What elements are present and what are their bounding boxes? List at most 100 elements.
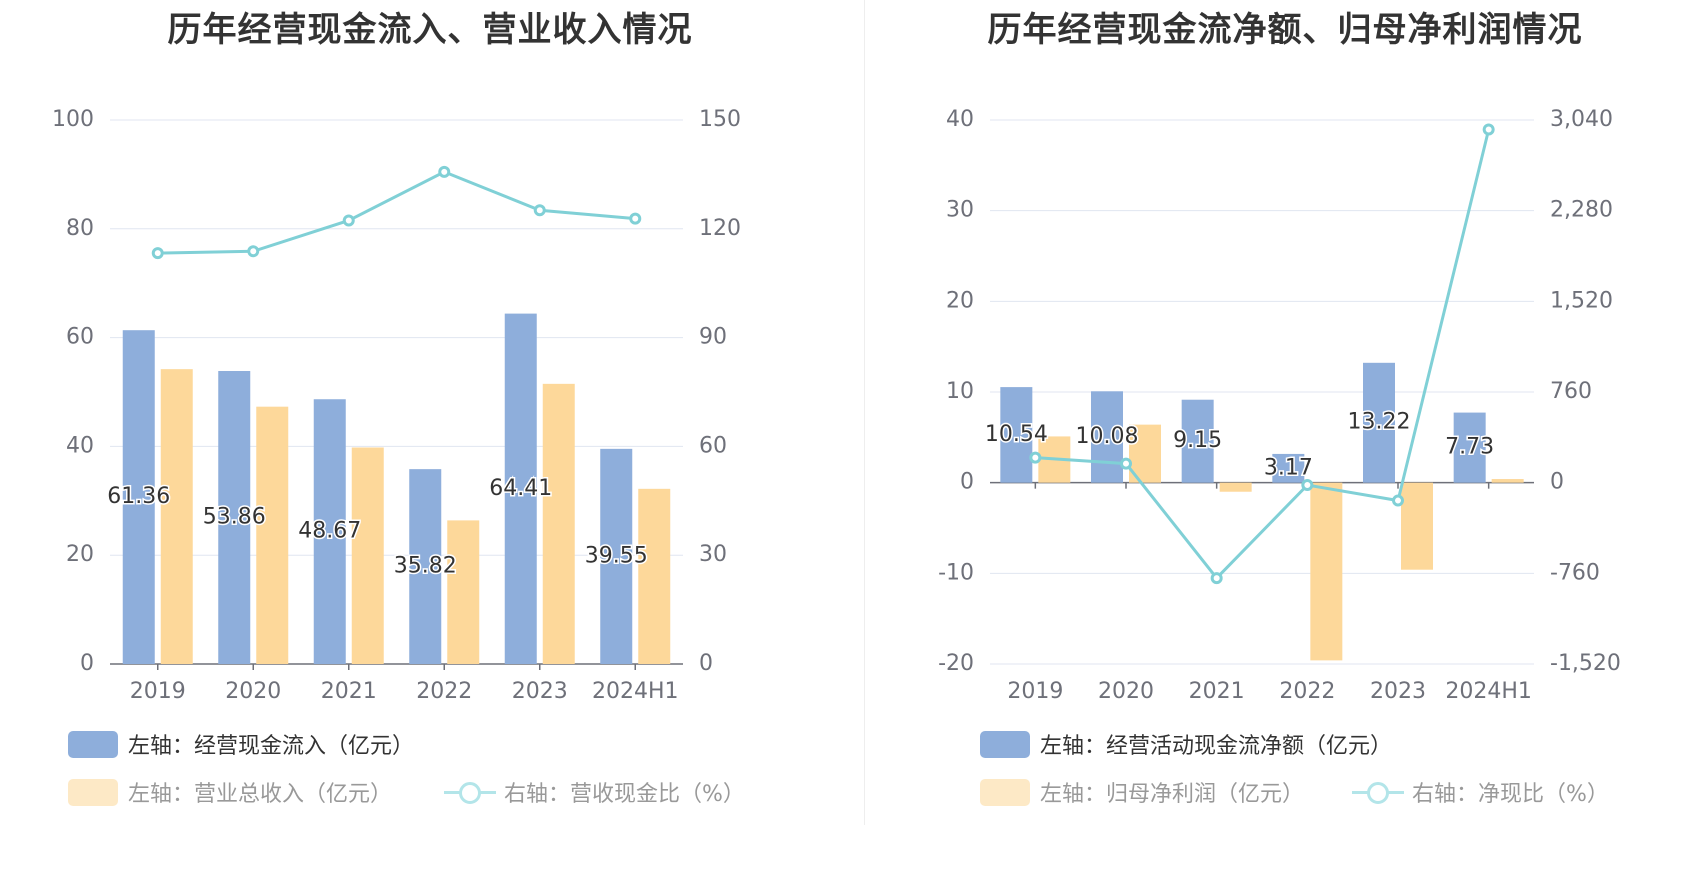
bar-series1 xyxy=(1272,453,1305,483)
x-axis-tick-label: 2021 xyxy=(321,679,377,704)
legend-item-net-cash[interactable]: 左轴：经营活动现金流净额（亿元） xyxy=(980,728,1392,760)
right-axis-tick-label: 760 xyxy=(1550,379,1592,404)
bar-series1 xyxy=(1000,387,1033,483)
legend-label: 左轴：经营活动现金流净额（亿元） xyxy=(1040,734,1393,759)
line-point xyxy=(1029,451,1042,464)
right-axis-tick-label: -1,520 xyxy=(1550,651,1621,676)
legend-item-revenue[interactable]: 左轴：营业总收入（亿元） xyxy=(68,776,392,808)
left-axis-tick-label: -20 xyxy=(938,651,974,676)
right-chart-svg: -20 -1,520 -10 -760 0 0 10 760 20 1,520 30 2,280 40 3… xyxy=(938,107,1621,704)
line-point xyxy=(342,214,355,227)
bar-data-label: 48.67 xyxy=(298,519,361,544)
left-axis-tick-label: 60 xyxy=(66,325,94,350)
bar-series2 xyxy=(1401,482,1433,570)
line-series xyxy=(157,170,636,255)
bar-series1 xyxy=(600,448,633,664)
x-axis-tick-label: 2021 xyxy=(1189,679,1245,704)
x-axis-tick-label: 2023 xyxy=(512,679,568,704)
bar-series1 xyxy=(1363,362,1395,483)
chart-legend: 左轴：经营活动现金流净额（亿元） 左轴：归母净利润（亿元） 右轴：净现比（%） xyxy=(870,0,1700,874)
right-axis-tick-label: 3,040 xyxy=(1550,107,1613,132)
legend-item-cash-inflow[interactable]: 左轴：经营现金流入（亿元） xyxy=(68,728,414,760)
left-axis-tick-label: 0 xyxy=(80,651,94,676)
bar-data-label: 35.82 xyxy=(394,554,457,579)
right-axis-tick-label: 30 xyxy=(699,542,727,567)
bar-data-label: 7.73 xyxy=(1445,435,1494,460)
line-point xyxy=(247,245,260,258)
bar-series2 xyxy=(160,369,193,664)
bar-series2 xyxy=(542,383,575,664)
bar-data-label: 13.22 xyxy=(1348,410,1411,435)
right-axis-tick-label: 2,280 xyxy=(1550,198,1613,223)
line-point xyxy=(1392,494,1404,507)
bar-data-label: 53.86 xyxy=(203,505,266,530)
legend-swatch-bar1 xyxy=(980,730,1030,758)
left-axis-tick-label: 20 xyxy=(946,288,974,313)
line-point xyxy=(1210,572,1223,585)
chart-title: 历年经营现金流净额、归母净利润情况 xyxy=(987,10,1583,50)
panel-divider xyxy=(864,0,865,825)
bar-series2 xyxy=(351,447,384,664)
chart-title: 历年经营现金流入、营业收入情况 xyxy=(167,10,693,50)
bar-series2 xyxy=(1491,479,1524,483)
bar-data-label: 64.41 xyxy=(489,476,552,501)
bar-series1 xyxy=(409,469,442,664)
left-axis-tick-label: 80 xyxy=(66,216,94,241)
right-chart-panel: 历年经营现金流净额、归母净利润情况 -20 -1,520 -10 -760 0 0 10 76… xyxy=(870,0,1700,874)
line-point xyxy=(438,165,451,178)
line-point xyxy=(1482,123,1495,136)
right-axis-tick-label: 150 xyxy=(699,107,741,132)
bar-series1 xyxy=(1091,391,1123,483)
bar-data-label: 3.17 xyxy=(1264,455,1313,480)
legend-label: 左轴：营业总收入（亿元） xyxy=(128,782,393,807)
legend-label: 右轴：营收现金比（%） xyxy=(504,782,745,807)
bar-data-label: 39.55 xyxy=(585,543,648,568)
x-axis-tick-label: 2024H1 xyxy=(1445,679,1532,704)
right-axis-tick-label: 1,520 xyxy=(1550,288,1613,313)
bar-series2 xyxy=(256,406,289,664)
bar-series2 xyxy=(638,488,671,664)
right-axis-tick-label: 90 xyxy=(699,325,727,350)
legend-item-ratio[interactable]: 右轴：营收现金比（%） xyxy=(444,776,745,808)
x-axis-tick-label: 2022 xyxy=(1279,679,1335,704)
left-axis-tick-label: 30 xyxy=(946,198,974,223)
x-axis-tick-label: 2020 xyxy=(225,679,281,704)
left-axis-tick-label: 40 xyxy=(946,107,974,132)
legend-label: 左轴：经营现金流入（亿元） xyxy=(128,734,415,759)
legend-item-net-cash-ratio[interactable]: 右轴：净现比（%） xyxy=(1352,776,1609,808)
line-point xyxy=(533,204,546,217)
line-point xyxy=(151,247,164,260)
right-axis-tick-label: -760 xyxy=(1550,560,1600,585)
legend-line-icon xyxy=(444,779,496,806)
x-axis-tick-label: 2019 xyxy=(1007,679,1063,704)
left-axis-tick-label: 0 xyxy=(960,470,974,495)
line-point xyxy=(629,212,642,225)
bar-series1 xyxy=(1453,412,1486,483)
right-axis-tick-label: 120 xyxy=(699,216,741,241)
left-axis-tick-label: 40 xyxy=(66,433,94,458)
left-axis-tick-label: 20 xyxy=(66,542,94,567)
legend-label: 右轴：净现比（%） xyxy=(1412,782,1609,807)
legend-label: 左轴：归母净利润（亿元） xyxy=(1040,782,1305,807)
bar-series1 xyxy=(122,330,155,664)
chart-legend: 左轴：经营现金流入（亿元） 左轴：营业总收入（亿元） 右轴：营收现金比（%） xyxy=(68,728,745,808)
right-axis-tick-label: 0 xyxy=(699,651,713,676)
right-axis-tick-label: 0 xyxy=(1550,470,1564,495)
legend-line-icon xyxy=(1352,779,1404,806)
bar-data-label: 61.36 xyxy=(107,484,170,509)
bar-series1 xyxy=(504,313,537,664)
line-point xyxy=(1301,479,1314,492)
bar-series1 xyxy=(1181,399,1214,483)
legend-item-net-profit[interactable]: 左轴：归母净利润（亿元） xyxy=(980,776,1304,808)
legend-swatch-bar2 xyxy=(980,778,1030,806)
bar-series2 xyxy=(1310,482,1343,661)
bar-data-label: 9.15 xyxy=(1173,428,1222,453)
bar-series1 xyxy=(313,399,346,664)
x-axis-tick-label: 2020 xyxy=(1098,679,1154,704)
right-axis-tick-label: 60 xyxy=(699,433,727,458)
bar-series2 xyxy=(447,520,480,664)
x-axis-tick-label: 2023 xyxy=(1370,679,1426,704)
line-series xyxy=(1035,129,1491,581)
legend-swatch-bar2 xyxy=(68,778,118,806)
left-axis-tick-label: 100 xyxy=(52,107,94,132)
